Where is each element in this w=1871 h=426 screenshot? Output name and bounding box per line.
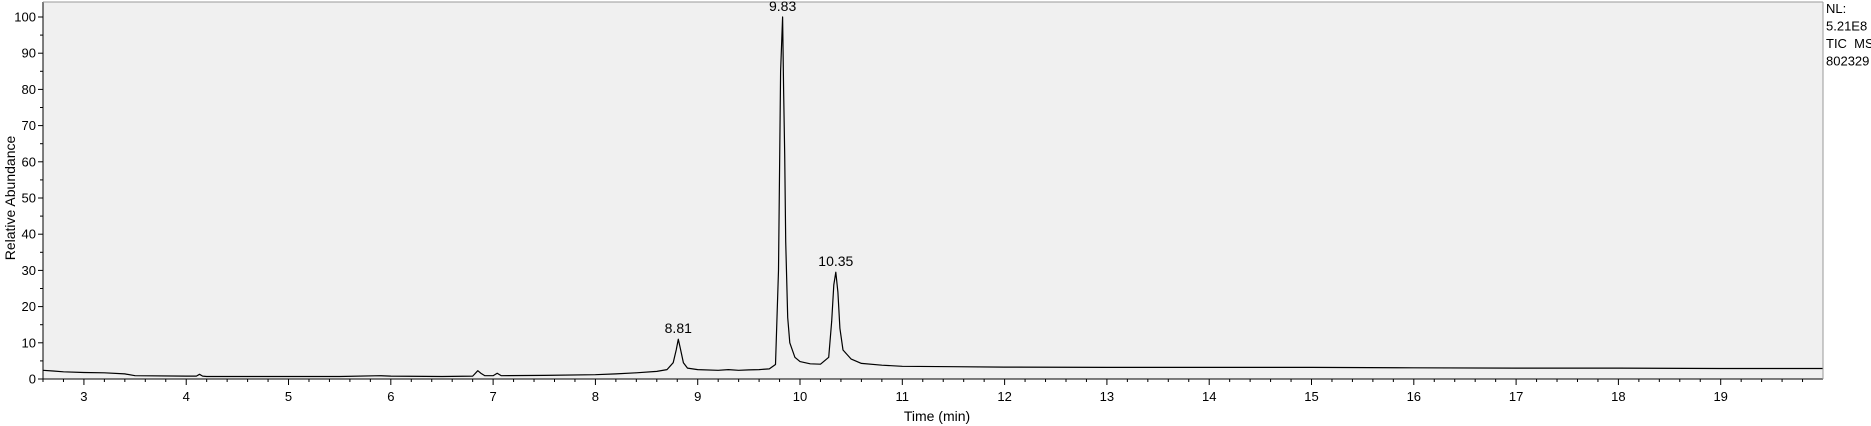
y-tick-label: 40 — [22, 227, 36, 242]
y-axis-title: Relative Abundance — [2, 136, 18, 261]
peak-label: 9.83 — [769, 0, 796, 14]
x-tick-label: 18 — [1611, 389, 1625, 404]
info-line: NL: — [1826, 1, 1846, 16]
x-tick-label: 13 — [1100, 389, 1114, 404]
y-axis-ticks: 0 10 20 30 40 50 60 70 80 90 100 — [14, 10, 43, 387]
y-tick-label: 80 — [22, 82, 36, 97]
info-box: NL: 5.21E8 TIC MS 802329 — [1826, 1, 1871, 69]
x-tick-label: 8 — [592, 389, 599, 404]
x-tick-label: 10 — [793, 389, 807, 404]
info-line: TIC MS — [1826, 36, 1871, 51]
peak-labels: 8.81 9.83 10.35 — [665, 0, 854, 336]
chromatogram-trace — [42, 16, 1823, 378]
x-tick-label: 15 — [1304, 389, 1318, 404]
y-tick-label: 10 — [22, 335, 36, 350]
y-tick-label: 20 — [22, 299, 36, 314]
x-tick-label: 14 — [1202, 389, 1216, 404]
plot-area-background — [43, 2, 1823, 379]
x-tick-label: 9 — [694, 389, 701, 404]
x-tick-label: 16 — [1407, 389, 1421, 404]
peak-label: 8.81 — [665, 320, 692, 336]
y-tick-label: 0 — [29, 372, 36, 387]
x-tick-label: 7 — [489, 389, 496, 404]
x-tick-label: 3 — [80, 389, 87, 404]
x-tick-label: 12 — [997, 389, 1011, 404]
y-tick-label: 60 — [22, 154, 36, 169]
x-tick-label: 11 — [896, 389, 910, 404]
info-line: 5.21E8 — [1826, 19, 1867, 34]
x-tick-label: 5 — [285, 389, 292, 404]
x-tick-label: 4 — [183, 389, 190, 404]
x-tick-label: 6 — [387, 389, 394, 404]
x-axis-ticks: 3 4 5 6 7 8 9 10 11 12 13 14 15 16 17 18 19 — [42, 379, 1804, 404]
x-axis-title: Time (min) — [904, 408, 970, 424]
y-tick-label: 90 — [22, 46, 36, 61]
x-tick-label: 19 — [1713, 389, 1727, 404]
x-tick-label: 17 — [1509, 389, 1523, 404]
y-tick-label: 70 — [22, 118, 36, 133]
y-tick-label: 50 — [22, 191, 36, 206]
y-tick-label: 30 — [22, 263, 36, 278]
peak-label: 10.35 — [818, 253, 853, 269]
y-tick-label: 100 — [14, 10, 36, 25]
info-line: 802329 — [1826, 54, 1869, 69]
